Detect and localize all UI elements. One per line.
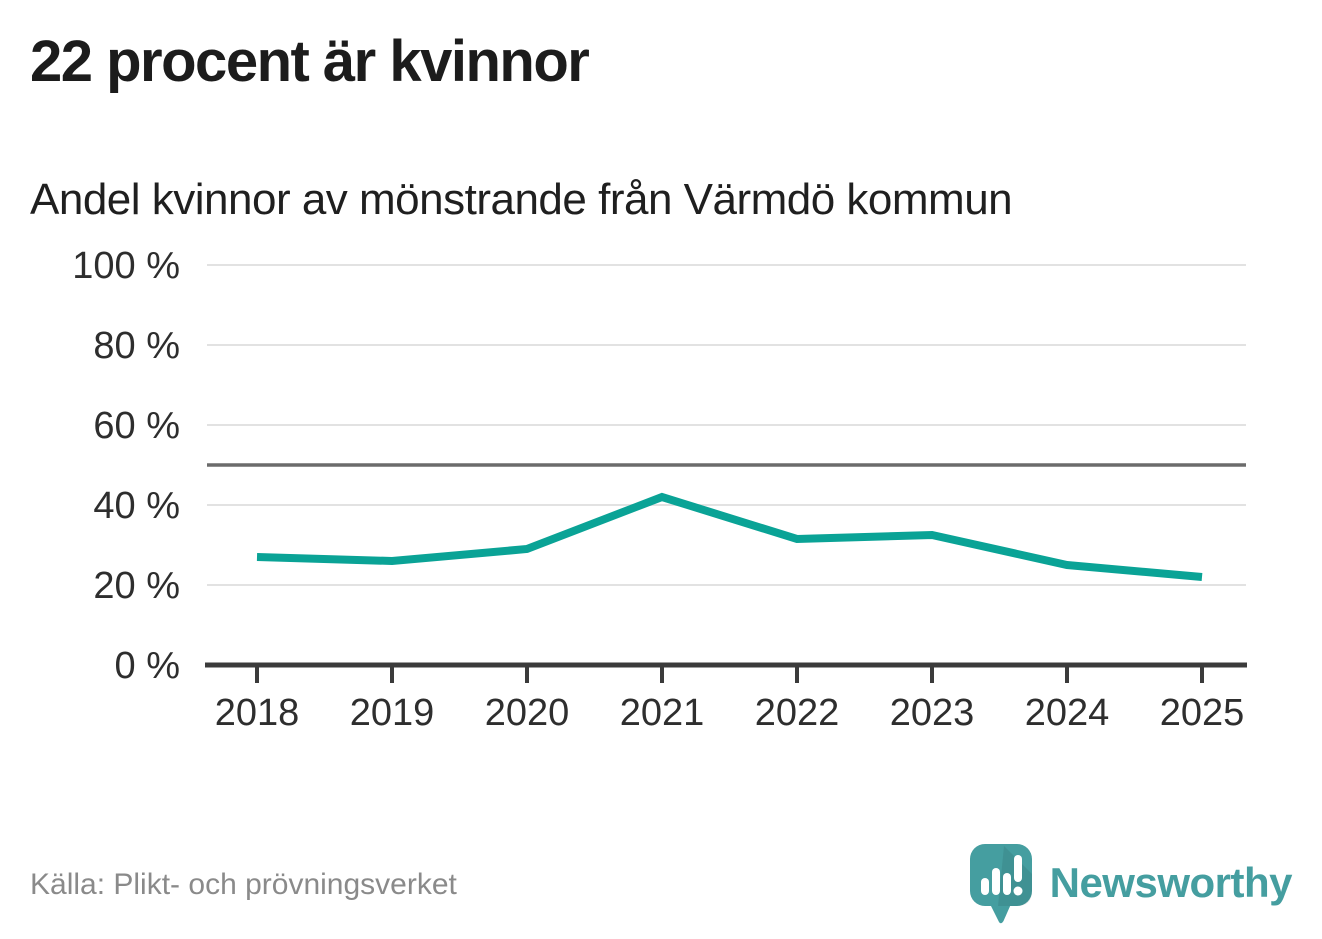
x-axis-tick-label: 2020 [485, 692, 570, 734]
data-line-andel-kvinnor-av-m-nstrande [256, 492, 1203, 581]
x-axis-tick-label: 2024 [1025, 692, 1110, 734]
y-axis-tick-label: 40 % [93, 485, 180, 527]
y-axis-tick-label: 0 % [115, 645, 180, 687]
newsworthy-brand-text: Newsworthy [1049, 859, 1293, 906]
newsworthy-logo-icon [969, 844, 1032, 924]
chart-subtitle: Andel kvinnor av mönstrande från Värmdö … [30, 175, 1013, 224]
x-axis-tick-label: 2023 [890, 692, 975, 734]
chart-title: 22 procent är kvinnor [30, 29, 590, 94]
x-axis-tick-label: 2021 [620, 692, 705, 734]
x-axis-tick-label: 2025 [1160, 692, 1245, 734]
newsworthy-brand: Newsworthy [968, 842, 1293, 924]
y-axis-tick-label: 80 % [93, 325, 180, 367]
y-axis-tick-label: 60 % [93, 405, 180, 447]
x-axis-tick-label: 2022 [755, 692, 840, 734]
line-chart-plot-area: 0 % 20 % 40 % 60 % 80 % 100 % 2018 2019 2020 2021… [72, 245, 1247, 734]
y-axis-tick-label: 100 % [72, 245, 180, 287]
source-note: Källa: Plikt- och prövningsverket [30, 868, 457, 901]
y-axis-tick-label: 20 % [93, 565, 180, 607]
x-axis-tick-label: 2019 [350, 692, 435, 734]
x-axis-tick-label: 2018 [215, 692, 300, 734]
